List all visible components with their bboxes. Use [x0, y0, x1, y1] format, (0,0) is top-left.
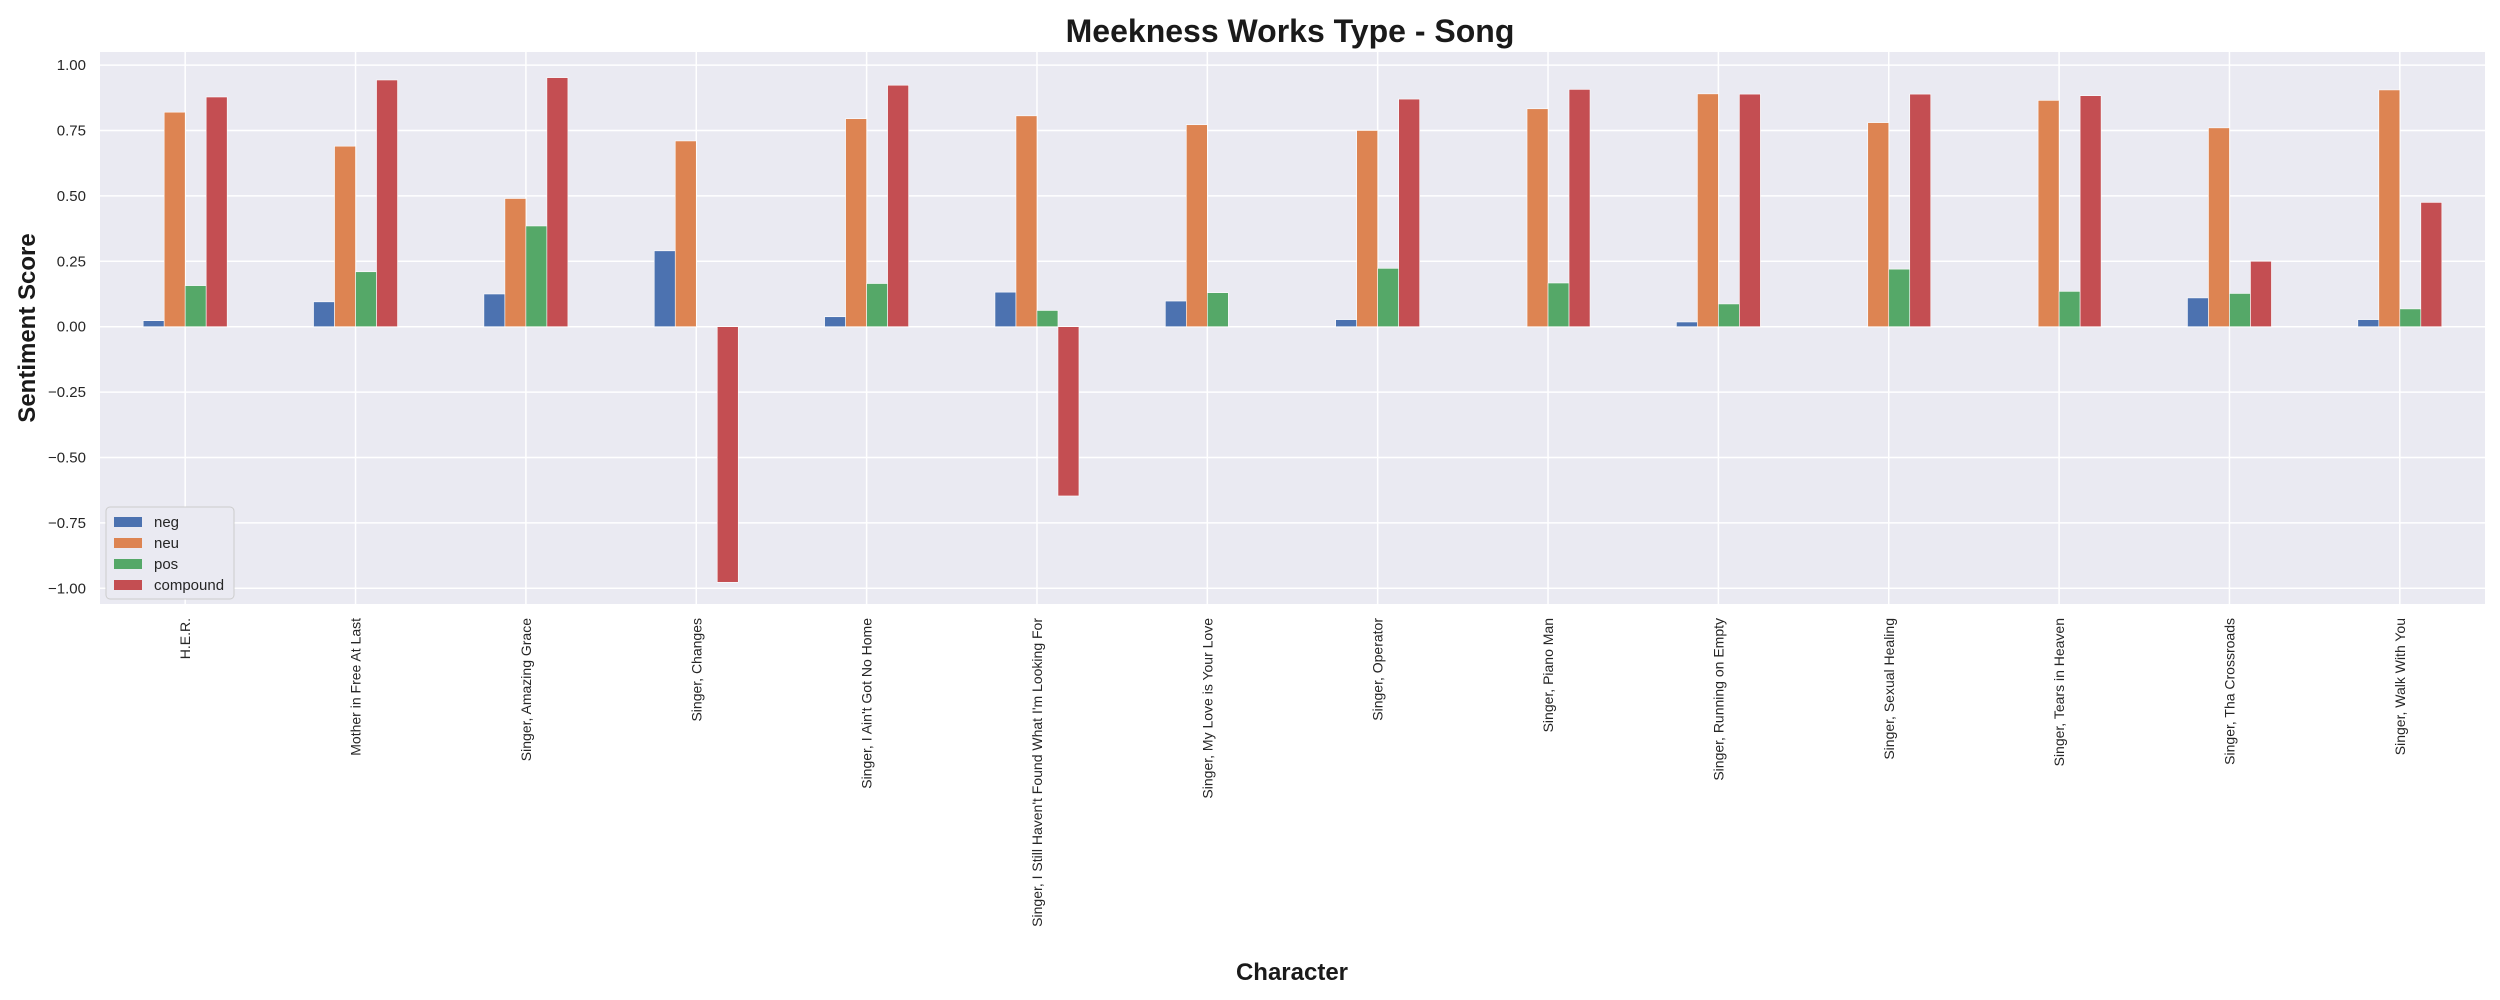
bar-compound [376, 79, 398, 327]
x-tick-label: Singer, Tha Crossroads [2221, 618, 2237, 765]
y-axis: 1.00 0.75 0.50 0.25 0.00 −0.25 −0.50 −0.75 −1.00 [48, 57, 86, 597]
bar-neg [1335, 319, 1357, 327]
bar-pos [1888, 268, 1911, 327]
bar-neu [1356, 130, 1378, 327]
legend: neg neu pos compound [105, 506, 235, 600]
legend-entry: neu [154, 535, 179, 552]
bar-neg [483, 293, 506, 327]
bar-compound [205, 96, 228, 327]
x-tick-label: H.E.R. [177, 618, 193, 659]
y-axis-label: Sentiment Score [14, 233, 41, 422]
bar-neg [824, 316, 846, 327]
bar-neu [1867, 122, 1890, 327]
bar-compound [1739, 93, 1761, 327]
bar-pos [1718, 303, 1740, 327]
legend-swatch [114, 559, 142, 569]
bar-compound [1057, 326, 1080, 497]
bar-neu [674, 140, 697, 327]
bar-neu [504, 198, 527, 327]
bar-compound [2250, 260, 2272, 327]
bar-neg [142, 320, 165, 327]
bar-neu [163, 111, 186, 327]
y-tick-label: −1.00 [48, 580, 86, 597]
x-tick-label: Mother in Free At Last [348, 618, 364, 756]
bar-pos [1036, 310, 1059, 327]
bar-compound [1398, 98, 1420, 327]
bar-compound [1909, 93, 1932, 327]
bar-neg [994, 291, 1017, 327]
y-tick-label: −0.75 [48, 515, 86, 532]
y-tick-label: 0.50 [57, 188, 86, 205]
bar-pos [355, 271, 377, 327]
bar-pos [2058, 291, 2081, 327]
legend-entry: compound [154, 577, 224, 594]
bar-neg [1676, 321, 1698, 327]
y-tick-label: 0.75 [57, 122, 86, 139]
x-tick-label: Singer, I Ain't Got No Home [859, 618, 875, 789]
y-tick-label: 0.00 [57, 319, 86, 336]
legend-frame [105, 506, 235, 600]
bar-pos [2229, 293, 2251, 327]
x-tick-label: Singer, My Love is Your Love [1199, 618, 1215, 799]
x-axis-label: Character [1236, 959, 1348, 986]
bar-compound [2079, 95, 2102, 327]
bar-neg [653, 250, 676, 327]
x-tick-label: Singer, Operator [1370, 618, 1386, 721]
bar-pos [2399, 308, 2422, 327]
bar-compound [887, 84, 909, 327]
bar-neg [2187, 297, 2209, 327]
legend-entry: pos [154, 556, 178, 573]
bar-neu [1697, 93, 1719, 327]
bar-neu [2037, 100, 2060, 327]
y-tick-label: 0.25 [57, 253, 86, 270]
bar-pos [1377, 268, 1399, 327]
legend-swatch [114, 517, 142, 527]
chart-title: Meekness Works Type - Song [1066, 13, 1515, 49]
bar-neu [1186, 124, 1208, 327]
x-tick-label: Singer, Tears in Heaven [2051, 618, 2067, 766]
x-tick-label: Singer, I Still Haven't Found What I'm L… [1029, 618, 1045, 927]
x-tick-label: Singer, Running on Empty [1710, 618, 1726, 781]
bar-neg [1165, 300, 1187, 327]
bar-neu [2208, 127, 2230, 327]
bar-compound [716, 326, 739, 583]
bar-pos [1207, 292, 1229, 327]
bar-pos [866, 283, 888, 327]
x-axis: H.E.R. Mother in Free At Last Singer, Amaz… [177, 618, 2408, 927]
bar-pos [525, 225, 548, 327]
x-tick-label: Singer, Walk With You [2392, 618, 2408, 755]
legend-swatch [114, 538, 142, 548]
bar-neg [2357, 319, 2380, 327]
bar-neg [313, 301, 335, 327]
x-tick-label: Singer, Changes [688, 618, 704, 722]
bar-neu [2378, 89, 2401, 327]
x-tick-label: Singer, Sexual Healing [1881, 618, 1897, 760]
bar-pos [184, 285, 207, 327]
bar-neu [1015, 115, 1038, 327]
bar-neu [334, 145, 356, 327]
bars [142, 77, 2443, 583]
y-tick-label: −0.50 [48, 449, 86, 466]
legend-swatch [114, 580, 142, 590]
x-tick-label: Singer, Piano Man [1540, 618, 1556, 732]
x-tick-label: Singer, Amazing Grace [518, 618, 534, 761]
bar-compound [546, 77, 569, 327]
y-tick-label: 1.00 [57, 57, 86, 74]
plot-area [100, 52, 2485, 604]
bar-pos [1547, 282, 1570, 327]
y-tick-label: −0.25 [48, 384, 86, 401]
bar-compound [2420, 202, 2443, 327]
bar-neu [1526, 108, 1549, 327]
grid [100, 52, 2485, 604]
bar-neu [845, 118, 867, 327]
bar-compound [1568, 89, 1591, 327]
legend-entry: neg [154, 514, 179, 531]
